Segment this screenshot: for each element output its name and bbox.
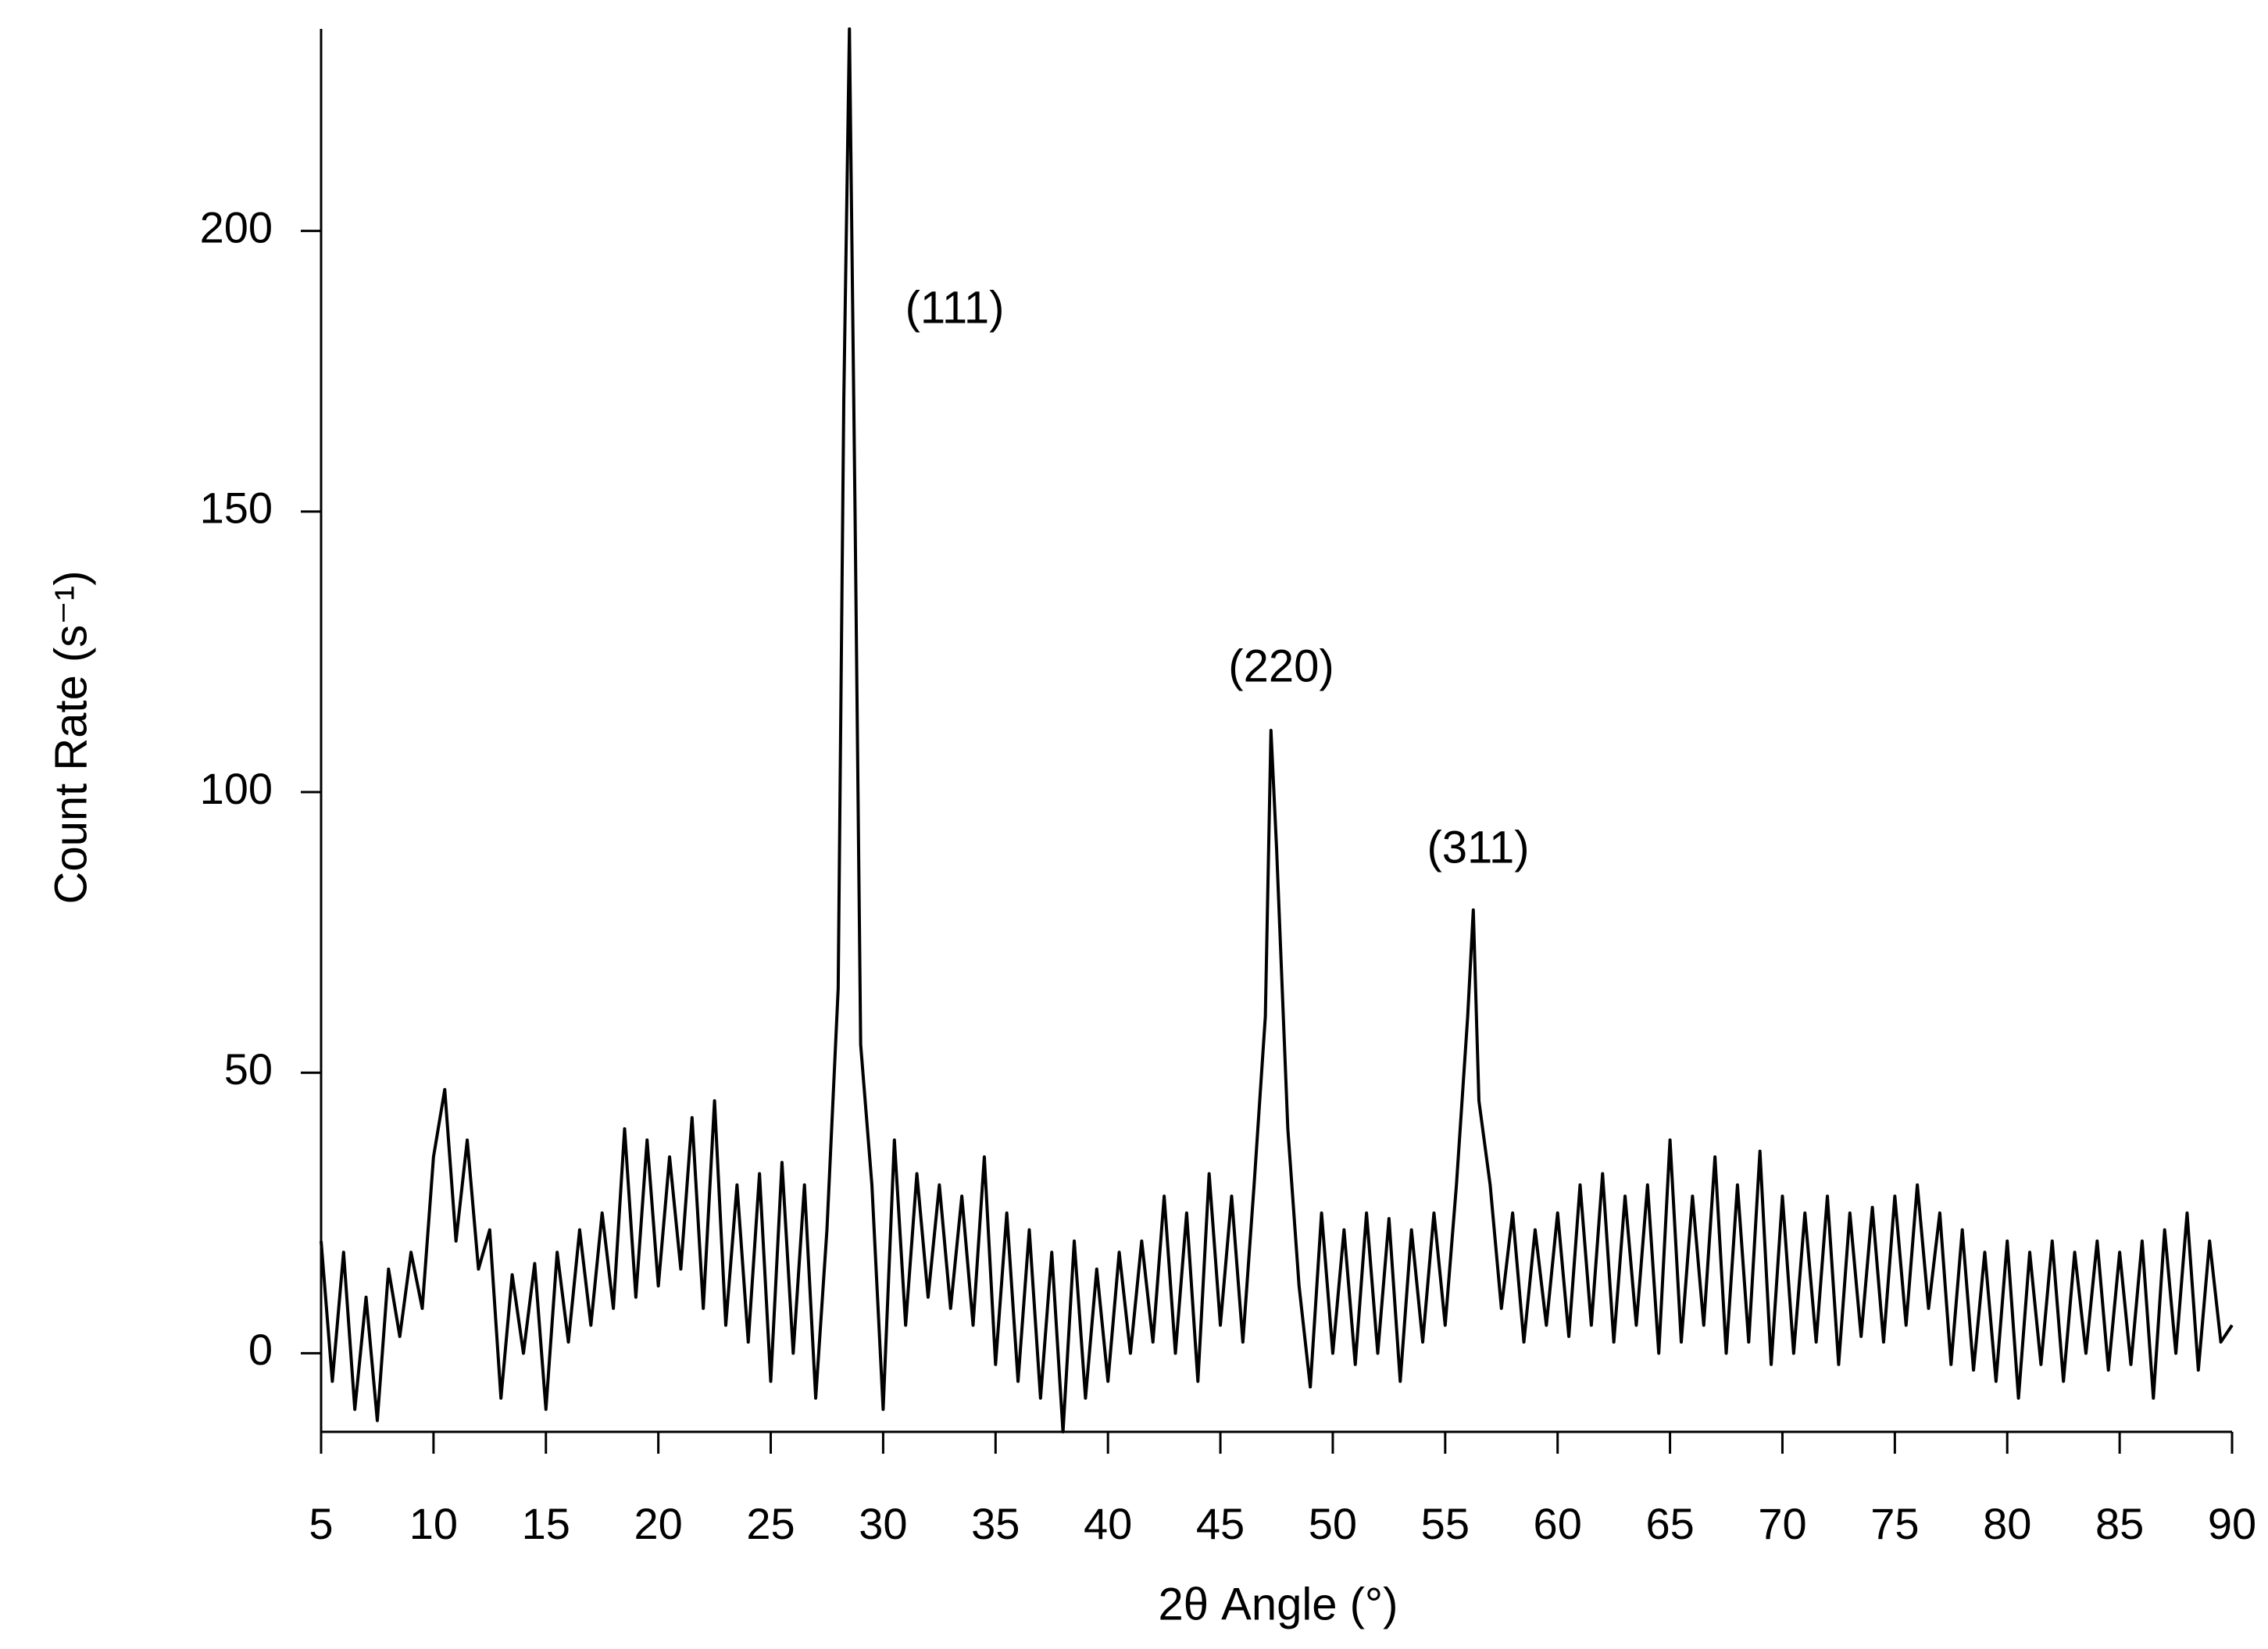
x-tick-label: 55	[1421, 1499, 1470, 1548]
x-tick-label: 25	[746, 1499, 795, 1548]
x-tick-label: 85	[2095, 1499, 2144, 1548]
peak-annotation: (220)	[1228, 641, 1334, 691]
x-tick-label: 20	[634, 1499, 682, 1548]
y-tick-label: 100	[200, 764, 273, 813]
peak-annotation: (311)	[1427, 822, 1529, 873]
x-axis-title: 2θ Angle (°)	[1159, 1579, 1398, 1629]
x-tick-label: 35	[971, 1499, 1020, 1548]
x-tick-label: 60	[1534, 1499, 1582, 1548]
x-tick-label: 75	[1870, 1499, 1919, 1548]
peak-annotation: (111)	[905, 282, 1005, 333]
x-tick-label: 50	[1309, 1499, 1357, 1548]
y-axis-title: Count Rate (s⁻¹)	[45, 570, 96, 904]
y-tick-label: 200	[200, 202, 273, 252]
y-tick-label: 150	[200, 484, 273, 533]
y-tick-label: 50	[224, 1044, 273, 1094]
x-tick-label: 15	[522, 1499, 570, 1548]
x-tick-label: 65	[1645, 1499, 1694, 1548]
x-tick-label: 90	[2208, 1499, 2256, 1548]
x-tick-label: 40	[1084, 1499, 1132, 1548]
data-line	[320, 27, 2234, 1433]
x-tick-label: 10	[409, 1499, 458, 1548]
y-tick-label: 0	[248, 1325, 273, 1374]
x-tick-label: 80	[1983, 1499, 2031, 1548]
x-tick-label: 45	[1196, 1499, 1245, 1548]
x-tick-label: 5	[309, 1499, 333, 1548]
x-tick-label: 30	[859, 1499, 907, 1548]
x-tick-label: 70	[1758, 1499, 1806, 1548]
